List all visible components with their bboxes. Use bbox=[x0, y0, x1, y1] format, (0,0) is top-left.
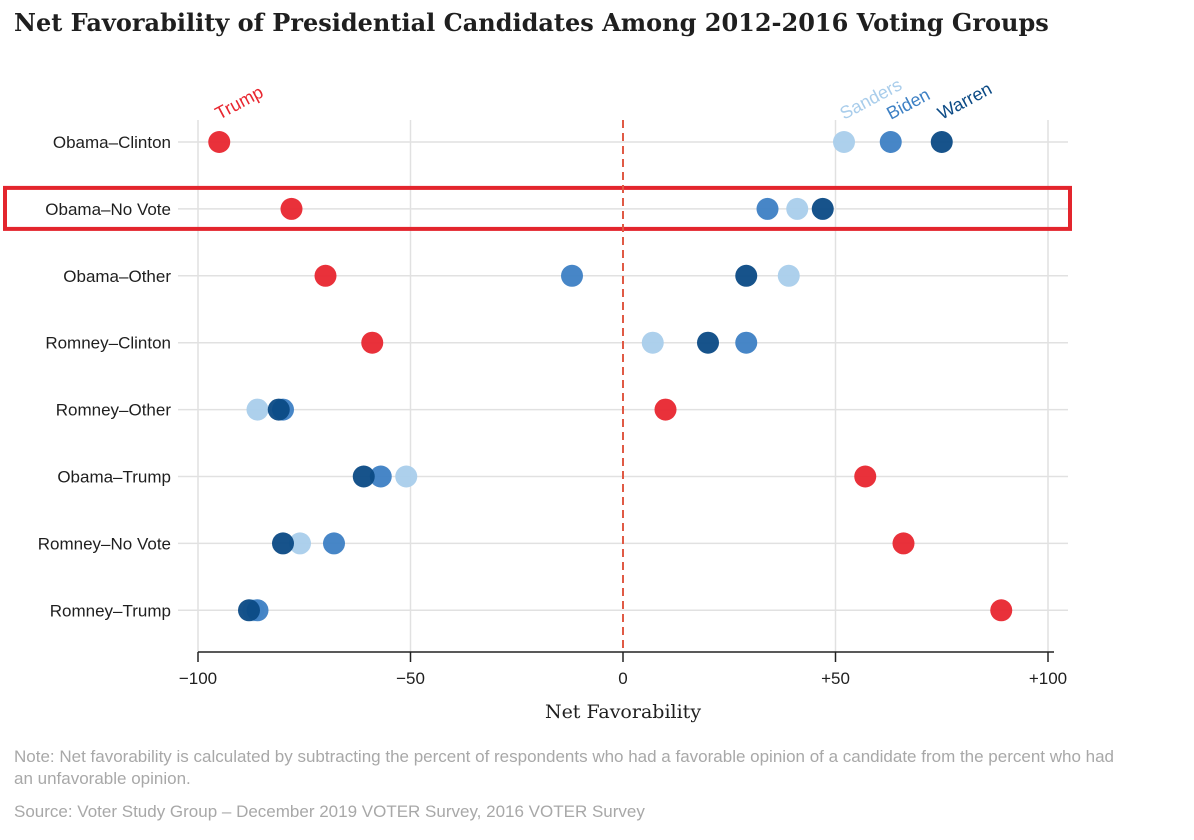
data-point-trump bbox=[280, 197, 303, 220]
data-point-warren bbox=[811, 197, 834, 220]
x-tick-label: 0 bbox=[618, 669, 627, 688]
row-label: Obama–Clinton bbox=[53, 133, 171, 152]
data-point-sanders bbox=[246, 398, 269, 421]
data-points bbox=[208, 131, 1013, 622]
series-label-trump: Trump bbox=[212, 82, 267, 124]
data-point-sanders bbox=[833, 131, 855, 153]
row-label: Obama–Trump bbox=[57, 468, 171, 487]
dot-plot-chart: −100 −50 0 +50 +100 Obama–Clinton Obama–No Vo… bbox=[3, 74, 1072, 723]
data-point-warren bbox=[930, 131, 953, 153]
data-point-trump bbox=[314, 264, 337, 287]
data-point-warren bbox=[352, 465, 375, 488]
x-tick-label: +50 bbox=[821, 669, 850, 688]
data-point-warren bbox=[267, 398, 290, 421]
data-point-warren bbox=[272, 532, 294, 555]
data-point-sanders bbox=[289, 532, 311, 555]
row-label: Romney–Trump bbox=[50, 601, 171, 620]
series-label-warren: Warren bbox=[934, 78, 995, 123]
x-axis-label: Net Favorability bbox=[545, 701, 701, 723]
data-point-trump bbox=[990, 599, 1013, 622]
data-point-warren bbox=[735, 264, 758, 287]
row-labels: Obama–Clinton Obama–No Vote Obama–Other Rom… bbox=[38, 133, 172, 620]
row-label: Romney–No Vote bbox=[38, 534, 171, 553]
data-point-sanders bbox=[641, 331, 664, 354]
data-point-trump bbox=[854, 465, 877, 488]
x-tick-label: −50 bbox=[396, 669, 425, 688]
data-point-trump bbox=[892, 532, 915, 555]
data-point-biden bbox=[561, 264, 583, 287]
data-point-biden bbox=[323, 532, 345, 555]
chart-title: Net Favorability of Presidential Candida… bbox=[14, 8, 1049, 37]
row-label: Obama–Other bbox=[63, 267, 171, 286]
row-label: Romney–Other bbox=[56, 401, 172, 420]
data-point-trump bbox=[208, 131, 231, 153]
data-point-trump bbox=[654, 398, 677, 421]
data-point-sanders bbox=[786, 197, 809, 220]
row-label: Obama–No Vote bbox=[45, 200, 171, 219]
data-point-biden bbox=[879, 131, 902, 153]
x-tick-label: −100 bbox=[179, 669, 217, 688]
data-point-sanders bbox=[395, 465, 418, 488]
data-point-biden bbox=[369, 465, 392, 488]
row-label: Romney–Clinton bbox=[45, 334, 171, 353]
x-tick-label: +100 bbox=[1029, 669, 1067, 688]
data-point-warren bbox=[238, 599, 260, 622]
data-point-trump bbox=[361, 331, 384, 354]
chart-note: Note: Net favorability is calculated by … bbox=[14, 747, 1115, 788]
x-axis-ticks: −100 −50 0 +50 +100 bbox=[179, 652, 1067, 688]
data-point-sanders bbox=[777, 264, 800, 287]
data-point-biden bbox=[756, 197, 779, 220]
chart-source: Source: Voter Study Group – December 201… bbox=[14, 802, 645, 821]
data-point-warren bbox=[697, 331, 719, 354]
data-point-biden bbox=[735, 331, 758, 354]
highlight-box bbox=[3, 185, 1072, 231]
